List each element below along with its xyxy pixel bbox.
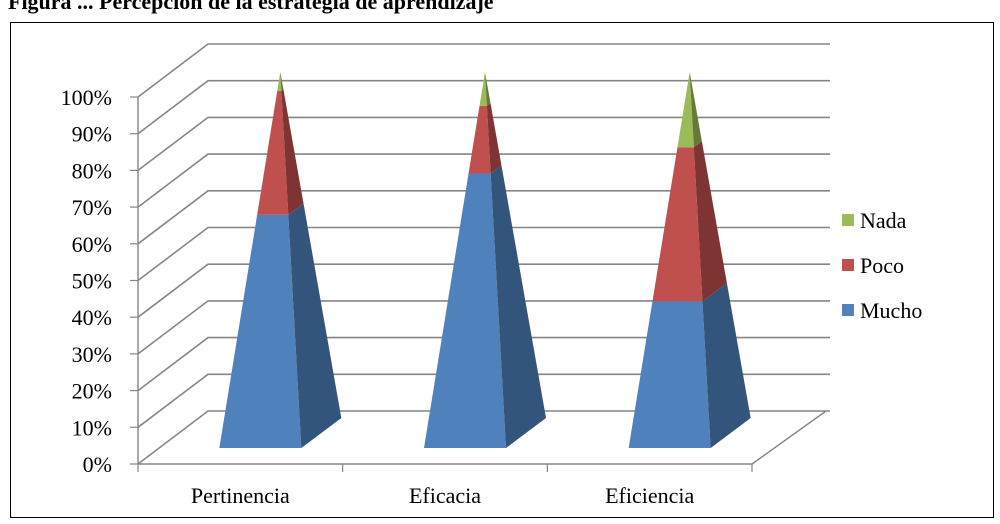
y-tick-label: 30%: [72, 342, 112, 367]
category-label: Eficiencia: [605, 483, 694, 508]
pyramid-segment-front: [652, 147, 703, 302]
legend-swatch: [842, 304, 854, 316]
gridline: [137, 116, 830, 172]
y-tick-label: 80%: [72, 158, 112, 183]
y-tick-label: 60%: [72, 232, 112, 257]
pyramid-segment-front: [219, 214, 302, 448]
y-tick-label: 50%: [72, 269, 112, 294]
pyramid-segment-front: [468, 105, 491, 174]
pyramids: [219, 72, 751, 449]
pyramid-segment-side: [702, 283, 751, 448]
y-tick-labels: 0% 10% 20% 30% 40% 50% 60% 70% 80% 90% 100%: [61, 85, 112, 477]
y-tick-label: 100%: [61, 85, 112, 110]
gridline: [137, 79, 830, 135]
y-tick-label: 90%: [72, 122, 112, 147]
pyramid-segment-front: [257, 90, 289, 215]
pyramid-segment-front: [628, 301, 711, 448]
gridline: [137, 336, 830, 392]
legend-label: Nada: [860, 208, 907, 233]
gridline: [137, 300, 830, 355]
gridline: [137, 43, 830, 98]
gridline: [137, 226, 830, 282]
pyramid-segment-front: [479, 72, 487, 106]
pyramid-segment-front: [677, 72, 694, 148]
figure-caption: Figura ... Percepción de la estrategia d…: [8, 0, 494, 14]
gridline: [137, 263, 830, 318]
chart-frame: [10, 22, 994, 518]
y-tick-label: 10%: [72, 415, 112, 440]
y-tick-label: 20%: [72, 379, 112, 404]
pyramid-segment-side: [486, 103, 502, 174]
axes: [130, 96, 827, 472]
category-label: Eficacia: [409, 483, 481, 508]
legend-swatch: [842, 214, 854, 226]
legend-label: Mucho: [860, 298, 922, 323]
gridline: [137, 373, 830, 428]
category-labels: Pertinencia Eficacia Eficiencia: [191, 483, 695, 508]
gridline: [137, 190, 830, 245]
gridline: [137, 410, 830, 465]
pyramid-segment-side: [490, 165, 546, 449]
category-label: Pertinencia: [191, 483, 290, 508]
gridline: [137, 153, 830, 208]
gridlines: [137, 43, 830, 465]
pyramid-segment-side: [281, 89, 304, 215]
pyramid-segment-front: [277, 72, 282, 91]
pyramid-segment-side: [693, 141, 727, 302]
legend-swatch: [842, 259, 854, 271]
pyramid-segment-side: [485, 72, 491, 106]
legend: Nada Poco Mucho: [842, 208, 922, 323]
y-tick-label: 0%: [83, 452, 112, 477]
pyramid-segment-side: [288, 203, 342, 448]
pyramid-segment-side: [689, 72, 702, 148]
legend-label: Poco: [860, 253, 904, 278]
pyramid-segment-front: [424, 173, 506, 448]
y-tick-label: 40%: [72, 305, 112, 330]
y-tick-label: 70%: [72, 195, 112, 220]
pyramid-segment-side: [280, 72, 284, 91]
